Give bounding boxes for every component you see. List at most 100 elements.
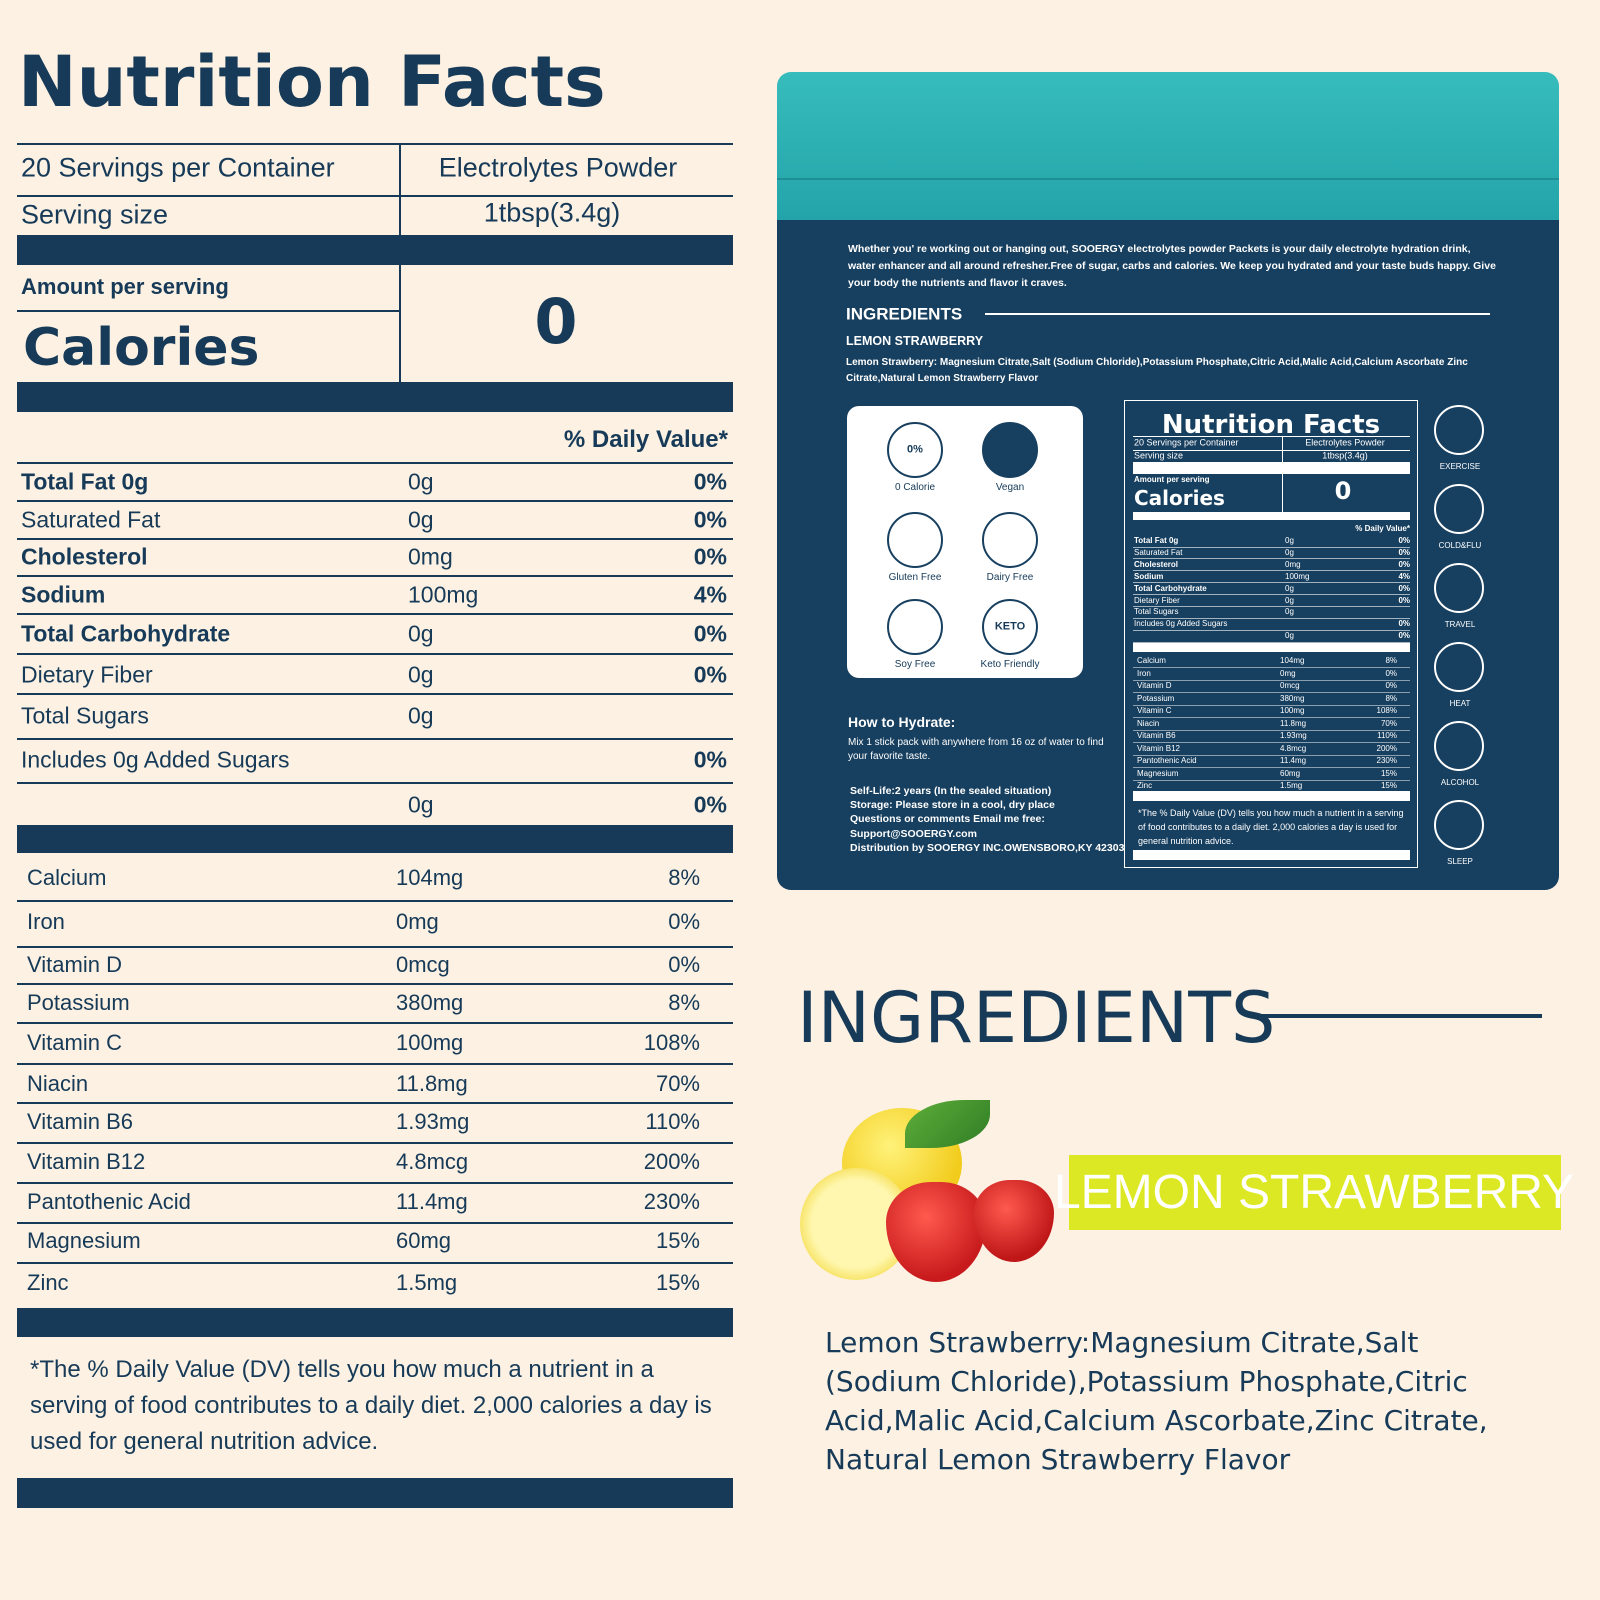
nutrient-amount: 0g: [408, 468, 434, 495]
rule: [17, 782, 733, 784]
rule: [17, 500, 733, 502]
package-intro: Whether you' re working out or hanging o…: [848, 243, 1496, 289]
mini-vitamin-name: Vitamin B12: [1137, 743, 1180, 753]
rule: [1133, 742, 1410, 743]
vitamin-name: Pantothenic Acid: [27, 1189, 191, 1214]
mini-nutrient-amount: 0g: [1285, 536, 1294, 545]
mini-nutrient-name: Sodium: [1134, 571, 1164, 581]
mini-nutrient-amount: 100mg: [1285, 571, 1310, 581]
mini-serving-size: 1tbsp(3.4g): [1322, 450, 1368, 461]
mini-nutrient-dv: 0%: [1398, 619, 1410, 629]
rule: [1133, 450, 1410, 451]
mini-nutrient-dv: 0%: [1398, 559, 1410, 569]
mini-vitamin-name: Niacin: [1137, 718, 1160, 728]
badge-icon-text: 0%: [907, 443, 923, 456]
rule: [17, 1063, 733, 1065]
mini-footnote: *The % Daily Value (DV) tells you how mu…: [1138, 808, 1404, 846]
mini-serving-size-label: Serving size: [1134, 450, 1184, 461]
mini-vitamin-name: Vitamin D: [1137, 681, 1172, 690]
mini-bar: [1133, 850, 1410, 860]
vitamin-name: Vitamin B12: [27, 1149, 146, 1174]
nutrient-name: Saturated Fat: [21, 506, 161, 533]
mini-nutrient-name: Total Sugars: [1134, 607, 1179, 617]
rule: [1133, 629, 1410, 631]
vitamin-dv: 8%: [668, 865, 700, 890]
nutrient-name: Sodium: [21, 581, 106, 608]
badge-icon: [982, 422, 1038, 478]
divider: [399, 265, 401, 382]
nutrient-amount: 0g: [408, 791, 434, 818]
mini-nutrient-name: Saturated Fat: [1134, 547, 1183, 557]
nutrient-amount: 0g: [408, 702, 434, 729]
mini-vitamin-amount: 104mg: [1280, 656, 1305, 665]
mini-nutrient-amount: 0mg: [1285, 559, 1301, 569]
badge-label: 0 Calorie: [894, 482, 936, 493]
rule: [1133, 779, 1410, 781]
mini-vitamin-dv: 230%: [1376, 756, 1397, 765]
nutrient-amount: 0g: [408, 661, 434, 688]
mini-nutrient-amount: 0g: [1285, 547, 1294, 557]
mini-dv-header: % Daily Value*: [1355, 524, 1410, 533]
rule: [17, 983, 733, 985]
vitamin-dv: 108%: [643, 1030, 700, 1055]
use-label: SLEEP: [1447, 857, 1473, 866]
mini-vitamin-amount: 4.8mcg: [1280, 743, 1307, 753]
rule: [17, 1182, 733, 1184]
vitamin-dv: 70%: [655, 1071, 700, 1096]
nutrient-name: Total Fat 0g: [21, 468, 149, 495]
vitamin-dv: 0%: [668, 909, 700, 934]
badge-card: [847, 406, 1083, 678]
nutrient-dv: 0%: [693, 661, 727, 688]
mini-nutrient-name: Total Fat 0g: [1134, 536, 1179, 545]
mini-vitamin-name: Vitamin C: [1137, 706, 1172, 715]
vitamin-amount: 11.8mg: [396, 1071, 468, 1096]
divider: [1282, 436, 1283, 462]
nutrient-dv: 4%: [693, 581, 727, 608]
mini-vitamin-name: Zinc: [1137, 781, 1153, 790]
mini-nutrient-name: Total Carbohydrate: [1134, 583, 1207, 593]
mini-bar: [1133, 791, 1410, 801]
rule: [17, 693, 733, 695]
info-line: Questions or comments Email me free:: [850, 813, 1045, 826]
vitamin-name: Magnesium: [27, 1228, 141, 1253]
vitamin-amount: 104mg: [396, 865, 464, 890]
flavor-box: [1069, 1155, 1561, 1230]
mini-vitamin-amount: 60mg: [1280, 768, 1301, 778]
mini-nutrient-name: Includes 0g Added Sugars: [1134, 619, 1228, 629]
vitamin-amount: 380mg: [396, 990, 464, 1015]
nutrient-dv: 0%: [693, 468, 727, 495]
rule: [17, 738, 733, 740]
badge-label: Keto Friendly: [980, 659, 1040, 670]
vitamin-amount: 1.5mg: [396, 1270, 458, 1295]
mini-servings: 20 Servings per Container: [1134, 437, 1239, 448]
mini-vitamin-dv: 8%: [1385, 693, 1397, 703]
use-icon: [1434, 800, 1484, 850]
rule: [17, 462, 733, 464]
mini-vitamin-dv: 15%: [1380, 781, 1397, 790]
vitamin-dv: 15%: [655, 1270, 700, 1295]
daily-value-header: % Daily Value*: [563, 426, 728, 453]
vitamin-dv: 200%: [643, 1149, 700, 1174]
badge-label: Soy Free: [894, 659, 936, 670]
rule: [17, 310, 400, 312]
rule: [17, 1102, 733, 1104]
badge-icon: [887, 512, 943, 568]
calories-value: 0: [534, 285, 578, 358]
nutrient-name: Cholesterol: [21, 543, 148, 570]
mini-vitamin-dv: 110%: [1377, 731, 1397, 740]
vitamin-name: Vitamin B6: [27, 1109, 133, 1134]
ingredients-heading: INGREDIENTS: [797, 977, 1276, 1059]
vitamin-name: Niacin: [27, 1071, 89, 1096]
leaf: [905, 1100, 990, 1148]
nutrient-dv: 0%: [693, 506, 727, 533]
mini-calories: 0: [1334, 477, 1352, 505]
serving-size: 1tbsp(3.4g): [483, 197, 621, 228]
badge-icon: [887, 599, 943, 655]
use-label: TRAVEL: [1444, 620, 1476, 629]
mini-bar: [1133, 512, 1410, 520]
rule: [985, 313, 1490, 315]
mini-vitamin-name: Pantothenic Acid: [1137, 756, 1197, 765]
rule: [17, 900, 733, 902]
nutrient-amount: 0g: [408, 506, 434, 533]
mini-vitamin-amount: 1.93mg: [1280, 731, 1307, 740]
